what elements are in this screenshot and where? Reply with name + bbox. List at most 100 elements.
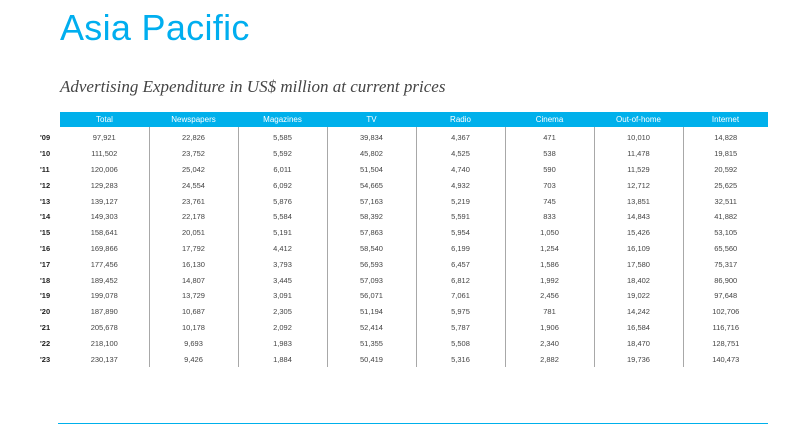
value-cell: 590 xyxy=(505,161,595,178)
year-cell: '23 xyxy=(40,354,51,364)
value-cell: 17,580 xyxy=(594,256,684,273)
value-cell: 16,584 xyxy=(594,319,684,336)
year-cell: '14 xyxy=(40,212,51,222)
value-cell: 745 xyxy=(505,193,595,209)
value-cell: 51,355 xyxy=(327,335,417,352)
value-cell: 45,802 xyxy=(327,145,417,162)
column-header: Total xyxy=(60,112,149,127)
value-cell: 128,751 xyxy=(712,338,740,348)
value-cell: 230,137 xyxy=(60,351,150,367)
value-cell: 199,078 xyxy=(60,287,150,304)
value-cell: 2,882 xyxy=(505,351,595,367)
year-cell: '17 xyxy=(40,259,51,269)
value-cell: 13,851 xyxy=(594,193,684,209)
value-cell: 538 xyxy=(505,145,595,162)
value-cell: 205,678 xyxy=(60,319,150,336)
value-cell: 5,787 xyxy=(416,319,506,336)
value-cell: 218,100 xyxy=(60,335,150,352)
value-cell: 14,807 xyxy=(149,272,239,288)
table-row: '11 120,006 25,042 6,011 51,504 4,740 590 11,52… xyxy=(36,161,768,178)
value-cell: 86,900 xyxy=(714,275,738,285)
year-cell: '22 xyxy=(40,338,51,348)
value-cell: 120,006 xyxy=(60,161,150,178)
value-cell: 75,317 xyxy=(714,259,738,269)
value-cell: 4,412 xyxy=(238,240,328,257)
value-cell: 39,834 xyxy=(327,127,417,146)
year-cell: '19 xyxy=(40,291,51,301)
value-cell: 5,191 xyxy=(238,224,328,241)
value-cell: 51,194 xyxy=(327,303,417,320)
year-cell: '15 xyxy=(40,228,51,238)
value-cell: 1,884 xyxy=(238,351,328,367)
table-row: '23 230,137 9,426 1,884 50,419 5,316 2,882 19,7… xyxy=(36,351,768,367)
table-row: '16 169,866 17,792 4,412 58,540 6,199 1,254 16,… xyxy=(36,240,768,257)
value-cell: 41,882 xyxy=(714,212,738,222)
header-row: Total Newspapers Magazines TV Radio Cinema Out… xyxy=(36,112,768,127)
value-cell: 1,906 xyxy=(505,319,595,336)
table-body: '09 97,921 22,826 5,585 39,834 4,367 471 10,010… xyxy=(36,127,768,367)
value-cell: 703 xyxy=(505,177,595,194)
value-cell: 169,866 xyxy=(60,240,150,257)
value-cell: 18,470 xyxy=(594,335,684,352)
value-cell: 1,254 xyxy=(505,240,595,257)
value-cell: 5,585 xyxy=(238,127,328,146)
value-cell: 65,560 xyxy=(714,243,738,253)
value-cell: 149,303 xyxy=(60,208,150,225)
value-cell: 6,199 xyxy=(416,240,506,257)
value-cell: 116,716 xyxy=(712,322,740,332)
value-cell: 56,071 xyxy=(327,287,417,304)
value-cell: 22,826 xyxy=(149,127,239,146)
table-row: '09 97,921 22,826 5,585 39,834 4,367 471 10,010… xyxy=(36,127,768,146)
value-cell: 833 xyxy=(505,208,595,225)
value-cell: 111,502 xyxy=(60,145,150,162)
column-header: Newspapers xyxy=(149,112,238,127)
table-row: '13 139,127 23,761 5,876 57,163 5,219 745 13,85… xyxy=(36,193,768,209)
value-cell: 5,584 xyxy=(238,208,328,225)
value-cell: 5,876 xyxy=(238,193,328,209)
value-cell: 54,665 xyxy=(327,177,417,194)
value-cell: 177,456 xyxy=(60,256,150,273)
value-cell: 5,219 xyxy=(416,193,506,209)
value-cell: 139,127 xyxy=(60,193,150,209)
value-cell: 7,061 xyxy=(416,287,506,304)
value-cell: 158,641 xyxy=(60,224,150,241)
value-cell: 6,457 xyxy=(416,256,506,273)
value-cell: 140,473 xyxy=(712,354,740,364)
value-cell: 14,242 xyxy=(594,303,684,320)
table-header: Total Newspapers Magazines TV Radio Cinema Out… xyxy=(36,112,768,127)
ad-expenditure-table: Total Newspapers Magazines TV Radio Cinema Out… xyxy=(36,112,768,367)
value-cell: 11,478 xyxy=(594,145,684,162)
value-cell: 14,828 xyxy=(714,133,738,143)
year-cell: '13 xyxy=(40,196,51,206)
table-row: '19 199,078 13,729 3,091 56,071 7,061 2,456 19,… xyxy=(36,287,768,304)
column-header: Radio xyxy=(416,112,505,127)
value-cell: 23,761 xyxy=(149,193,239,209)
value-cell: 14,843 xyxy=(594,208,684,225)
value-cell: 1,983 xyxy=(238,335,328,352)
value-cell: 4,740 xyxy=(416,161,506,178)
value-cell: 57,863 xyxy=(327,224,417,241)
value-cell: 51,504 xyxy=(327,161,417,178)
value-cell: 24,554 xyxy=(149,177,239,194)
value-cell: 2,092 xyxy=(238,319,328,336)
value-cell: 4,932 xyxy=(416,177,506,194)
value-cell: 10,687 xyxy=(149,303,239,320)
value-cell: 4,525 xyxy=(416,145,506,162)
value-cell: 16,109 xyxy=(594,240,684,257)
column-header: Out-of-home xyxy=(594,112,683,127)
value-cell: 20,592 xyxy=(714,164,738,174)
table-row: '20 187,890 10,687 2,305 51,194 5,975 781 14,24… xyxy=(36,303,768,320)
value-cell: 13,729 xyxy=(149,287,239,304)
page-title: Asia Pacific xyxy=(60,7,250,48)
value-cell: 1,050 xyxy=(505,224,595,241)
value-cell: 57,093 xyxy=(327,272,417,288)
footer-divider xyxy=(58,423,768,424)
value-cell: 10,178 xyxy=(149,319,239,336)
value-cell: 15,426 xyxy=(594,224,684,241)
value-cell: 19,736 xyxy=(594,351,684,367)
value-cell: 16,130 xyxy=(149,256,239,273)
value-cell: 189,452 xyxy=(60,272,150,288)
table-row: '14 149,303 22,178 5,584 58,392 5,591 833 14,84… xyxy=(36,208,768,225)
value-cell: 1,586 xyxy=(505,256,595,273)
value-cell: 5,592 xyxy=(238,145,328,162)
